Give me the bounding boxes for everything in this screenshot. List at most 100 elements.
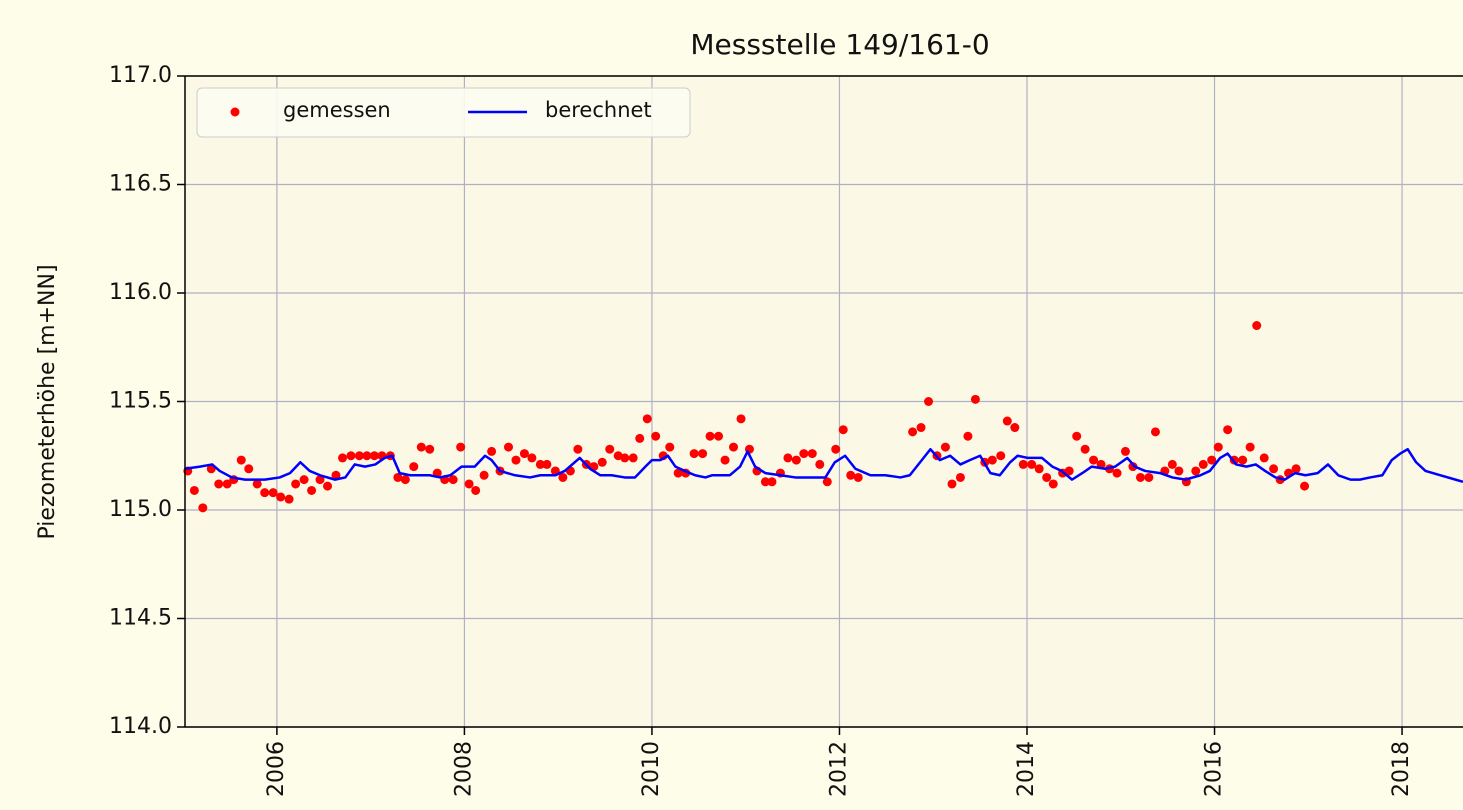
data-point xyxy=(996,451,1006,461)
data-point xyxy=(665,442,675,452)
data-point xyxy=(331,470,341,480)
data-point xyxy=(799,449,809,459)
data-point xyxy=(651,431,661,441)
x-tick-label: 2010 xyxy=(639,741,664,797)
data-line xyxy=(184,447,1463,483)
data-point xyxy=(252,479,262,489)
data-point xyxy=(527,453,537,463)
data-point xyxy=(1191,466,1201,476)
data-point xyxy=(1198,459,1208,469)
data-point xyxy=(362,451,372,461)
y-tick-label: 116.0 xyxy=(109,280,172,305)
data-point xyxy=(908,427,918,437)
data-point xyxy=(947,479,957,489)
data-point xyxy=(354,451,364,461)
x-tick-label: 2016 xyxy=(1202,741,1227,797)
data-point xyxy=(642,414,652,424)
data-point xyxy=(558,472,568,482)
data-point xyxy=(620,453,630,463)
data-point xyxy=(276,492,286,502)
y-tick-label: 115.0 xyxy=(109,497,172,522)
data-point xyxy=(198,503,208,513)
y-axis-label: Piezometerhöhe [m+NN] xyxy=(35,264,60,539)
data-point xyxy=(1042,472,1052,482)
data-point xyxy=(673,468,683,478)
data-point xyxy=(471,485,481,495)
data-point xyxy=(487,446,497,456)
data-point xyxy=(1207,455,1217,465)
data-point xyxy=(573,444,583,454)
data-point xyxy=(831,444,841,454)
data-point xyxy=(1150,427,1160,437)
data-point xyxy=(1064,466,1074,476)
data-point xyxy=(1002,416,1012,426)
data-point xyxy=(315,475,325,485)
x-tick-label: 2018 xyxy=(1389,741,1414,797)
data-point xyxy=(720,455,730,465)
data-point xyxy=(1135,472,1145,482)
marks xyxy=(183,321,1463,513)
data-point xyxy=(1252,321,1262,331)
data-point xyxy=(346,451,356,461)
data-point xyxy=(767,477,777,487)
data-point xyxy=(635,433,645,443)
data-point xyxy=(189,485,199,495)
data-point xyxy=(955,472,965,482)
data-point xyxy=(1269,464,1279,474)
x-tick-label: 2012 xyxy=(826,741,851,797)
data-point xyxy=(736,414,746,424)
data-point xyxy=(299,475,309,485)
y-tick-label: 115.5 xyxy=(109,389,172,414)
data-point xyxy=(542,459,552,469)
data-point xyxy=(369,451,379,461)
data-point xyxy=(409,462,419,472)
data-point xyxy=(1080,444,1090,454)
data-point xyxy=(846,470,856,480)
data-point xyxy=(393,472,403,482)
data-point xyxy=(963,431,973,441)
data-point xyxy=(1018,459,1028,469)
legend-label: berechnet xyxy=(545,98,652,122)
data-point xyxy=(1010,423,1020,433)
data-point xyxy=(1112,468,1122,478)
data-point xyxy=(511,455,521,465)
data-point xyxy=(535,459,545,469)
data-point xyxy=(1027,459,1037,469)
y-tick-label: 116.5 xyxy=(109,172,172,197)
data-point xyxy=(464,479,474,489)
data-point xyxy=(1144,472,1154,482)
data-point xyxy=(338,453,348,463)
data-point xyxy=(448,475,458,485)
legend-box xyxy=(196,87,691,138)
data-point xyxy=(760,477,770,487)
data-point xyxy=(940,442,950,452)
data-point xyxy=(268,488,278,498)
data-point xyxy=(323,481,333,491)
data-point xyxy=(260,488,270,498)
data-point xyxy=(1259,453,1269,463)
legend: gemessen berechnet xyxy=(196,87,691,138)
chart-title: Messstelle 149/161-0 xyxy=(690,28,989,61)
data-point xyxy=(1245,442,1255,452)
data-point xyxy=(987,455,997,465)
data-point xyxy=(222,479,232,489)
data-point xyxy=(1238,455,1248,465)
x-tick-label: 2014 xyxy=(1014,741,1039,797)
data-point xyxy=(479,470,489,480)
data-point xyxy=(1174,466,1184,476)
legend-marker xyxy=(230,107,240,117)
data-point xyxy=(698,449,708,459)
data-point xyxy=(425,444,435,454)
data-point xyxy=(924,397,934,406)
y-tick-label: 114.0 xyxy=(109,714,172,739)
data-point xyxy=(689,449,699,459)
data-point xyxy=(597,457,607,467)
data-point xyxy=(705,431,715,441)
data-point xyxy=(628,453,638,463)
y-tick-label: 117.0 xyxy=(109,63,172,88)
data-point xyxy=(1223,425,1233,435)
data-point xyxy=(714,431,724,441)
data-point xyxy=(1213,442,1223,452)
